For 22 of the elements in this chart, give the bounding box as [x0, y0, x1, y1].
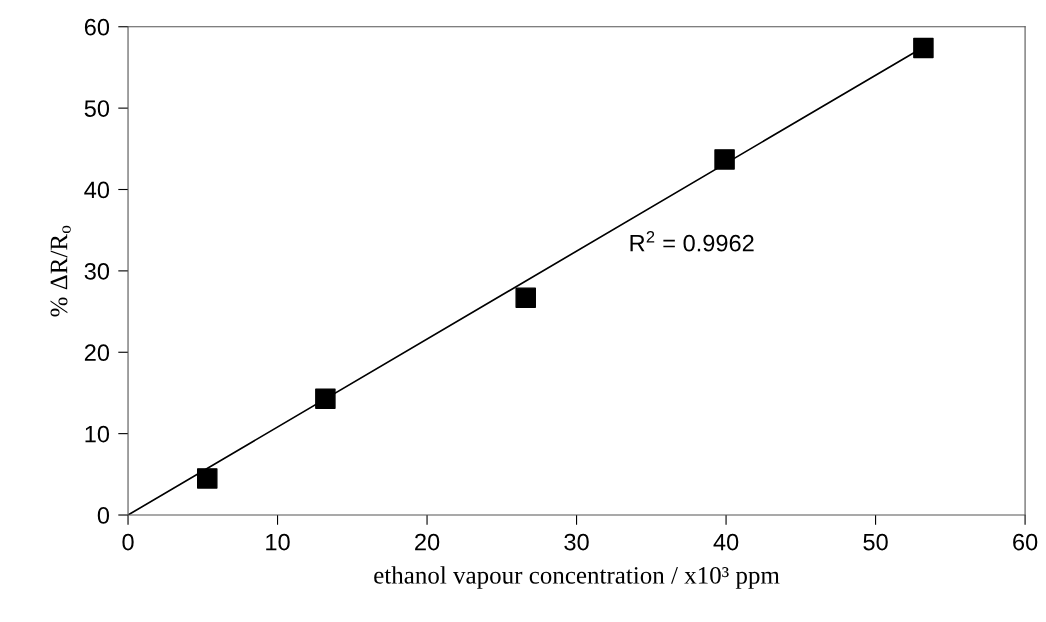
x-tick-label: 50	[863, 533, 888, 551]
point	[515, 287, 536, 309]
y-tick-label: 20	[84, 344, 110, 362]
y-tick-label: 30	[84, 262, 110, 280]
x-tick-label: 20	[415, 533, 440, 551]
x-tick-label: 60	[1013, 533, 1038, 551]
point	[913, 37, 934, 59]
x-tick-label: 40	[713, 533, 739, 551]
x-tick-label: 0	[122, 533, 134, 551]
x-axis-title: ethanol vapour concentration / x10³ ppm	[374, 566, 780, 589]
y-axis-title: % ΔR/R$_{o}$	[50, 225, 71, 317]
y-tick-label: 50	[84, 100, 110, 117]
point	[714, 149, 735, 170]
annotation: R$^{2}$ = 0.9962	[630, 231, 754, 252]
x-tick-label: 10	[266, 533, 290, 551]
y-tick-label: 60	[84, 18, 110, 36]
point	[315, 388, 336, 409]
point	[197, 468, 218, 489]
y-tick-label: 40	[84, 181, 110, 199]
x-tick-label: 30	[564, 533, 589, 551]
y-tick-label: 10	[85, 425, 110, 443]
y-tick-label: 0	[97, 507, 110, 524]
